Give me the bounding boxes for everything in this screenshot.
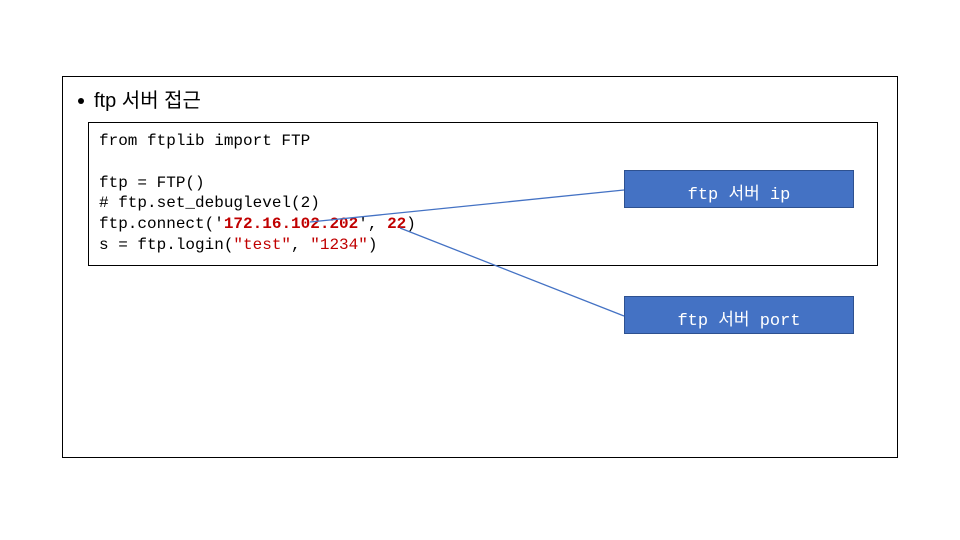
code-port-literal: 22 xyxy=(387,215,406,233)
callout-port-label: ftp 서버 port xyxy=(677,312,800,331)
code-line-4: # ftp.set_debuglevel(2) xyxy=(99,194,320,212)
code-line-6b: , xyxy=(291,236,310,254)
code-line-6a: s = ftp.login( xyxy=(99,236,233,254)
code-line-3: ftp = FTP() xyxy=(99,174,205,192)
callout-ip: ftp 서버 ip xyxy=(624,170,854,208)
title-text: ftp 서버 접근 xyxy=(94,90,201,112)
code-line-5b: ', xyxy=(358,215,387,233)
code-login-pass: "1234" xyxy=(310,236,368,254)
code-line-5a: ftp.connect(' xyxy=(99,215,224,233)
code-line-5c: ) xyxy=(406,215,416,233)
callout-port: ftp 서버 port xyxy=(624,296,854,334)
code-ip-literal: 172.16.102.202 xyxy=(224,215,358,233)
code-login-user: "test" xyxy=(233,236,291,254)
code-line-1: from ftplib import FTP xyxy=(99,132,310,150)
callout-ip-label: ftp 서버 ip xyxy=(688,186,791,205)
bullet-title: ftp 서버 접근 xyxy=(78,84,201,113)
code-line-6c: ) xyxy=(368,236,378,254)
bullet-icon xyxy=(78,98,84,104)
